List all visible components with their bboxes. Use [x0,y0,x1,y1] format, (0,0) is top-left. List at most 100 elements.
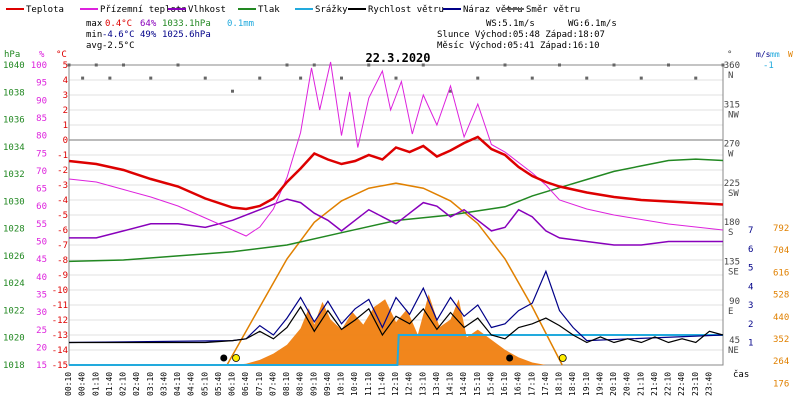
tick-ms: 5 [748,264,753,274]
tick-hpa: 1020 [3,334,25,344]
tick-ms: 2 [748,320,753,330]
tick-time: 14:40 [459,372,468,396]
tick-ms: 6 [748,245,753,255]
tick-deg: 135 [724,258,740,268]
axis-unit-hpa: hPa [4,50,20,60]
tick-pct: 70 [36,167,47,177]
tick-time: 05:10 [200,372,209,396]
tick-wm: 616 [773,268,789,278]
series-temperature [68,135,724,211]
tick-deg: 90 [729,297,740,307]
tick-pct: 100 [31,61,47,71]
legend-label: Směr větru [526,5,580,15]
tick-hpa: 1018 [3,361,25,371]
tick-deg: 360 [724,61,740,71]
tick-time: 11:10 [364,372,373,396]
wind-direction-dot [108,76,112,80]
stats-value: max [86,19,103,29]
tick-time: 22:40 [677,372,686,396]
tick-ms: 7 [748,226,753,236]
tick-time: 09:10 [309,372,318,396]
stats-value: min [86,30,102,40]
tick-time: 19:10 [582,372,591,396]
tick-pct: 30 [36,308,47,318]
tick-pct: 75 [36,149,47,159]
tick-degc: -4 [57,196,68,206]
legend: Teplota Přízemní teplota Vlhkost Tlak Srážky… [6,5,580,15]
wind-direction-dot [530,76,534,80]
axis-unit-mm: mm [770,50,780,59]
tick-degc: -6 [57,226,68,236]
tick-time: 03:10 [146,372,155,396]
tick-degc: 5 [63,61,68,71]
tick-wm: 440 [773,313,789,323]
legend-label: Tlak [258,5,280,15]
tick-time: 23:10 [691,372,700,396]
tick-hpa: 1028 [3,225,25,235]
tick-pct: 95 [36,79,47,89]
tick-wm: 352 [773,335,789,345]
tick-time: 16:40 [514,372,523,396]
tick-degc: -9 [57,271,68,281]
axes: hPa% °C ° m/s mm Wčas104010381036103410321030… [3,50,793,396]
tick-hpa: 1022 [3,306,25,316]
tick-deg: 180 [724,218,740,228]
series-theoretical-solar [226,182,563,366]
series-wind-speed [69,305,724,344]
grid [68,64,724,366]
tick-wm: 264 [773,357,789,367]
wind-direction-dot [721,63,725,67]
tick-deg: 315 [724,100,740,110]
tick-time: 01:40 [105,372,114,396]
tick-time: 17:10 [527,372,536,396]
axis-unit-deg: ° [727,50,732,60]
legend-label: Přízemní teplota [100,5,187,15]
stats-value: -2.5°C [102,41,135,51]
tick-pct: 40 [36,273,47,283]
tick-hpa: 1034 [3,143,25,153]
tick-pct: 25 [36,326,47,336]
legend-label: Vlhkost [188,5,226,15]
axis-unit-ms: m/s [756,50,771,59]
tick-time: 22:10 [664,372,673,396]
tick-pct: 55 [36,220,47,230]
tick-time: 21:40 [650,372,659,396]
wind-direction-dot [258,76,262,80]
tick-time: 03:40 [159,372,168,396]
axis-unit-time: čas [733,369,749,380]
stats-value: 64% [140,19,157,29]
stats-value: 1025.6hPa [162,30,211,40]
tick-dir: S [728,228,733,238]
tick-time: 06:40 [241,372,250,396]
stats-value: -4.6°C [102,30,135,40]
tick-time: 00:10 [64,372,73,396]
wind-direction-dot [394,76,398,80]
tick-hpa: 1024 [3,279,25,289]
wind-direction-dot [149,76,153,80]
series-pressure [68,158,724,263]
axis-unit-degc: °C [56,50,67,60]
sunrise-marker [232,354,240,362]
wind-direction-dot [585,76,589,80]
tick-time: 18:40 [568,372,577,396]
tick-time: 19:40 [595,372,604,396]
moonrise-marker [220,354,228,362]
tick-pct: 20 [36,343,47,353]
tick-hpa: 1038 [3,88,25,98]
stats-moon: Měsíc Východ:05:41 Západ:16:10 [437,41,600,51]
tick-degc: -13 [52,331,68,341]
stats-value: 0.4°C [105,19,132,29]
tick-hpa: 1026 [3,252,25,262]
tick-hpa: 1032 [3,170,25,180]
stats-sun: Slunce Východ:05:48 Západ:18:07 [437,30,605,40]
tick-time: 13:10 [418,372,427,396]
tick-dir: SE [728,268,739,278]
tick-time: 23:40 [704,372,713,396]
wind-direction-dot [299,76,303,80]
tick-time: 10:40 [350,372,359,396]
wind-direction-dot [67,63,71,67]
tick-wm: 704 [773,246,789,256]
wind-direction-dot [421,63,425,67]
wind-direction-dot [639,76,643,80]
